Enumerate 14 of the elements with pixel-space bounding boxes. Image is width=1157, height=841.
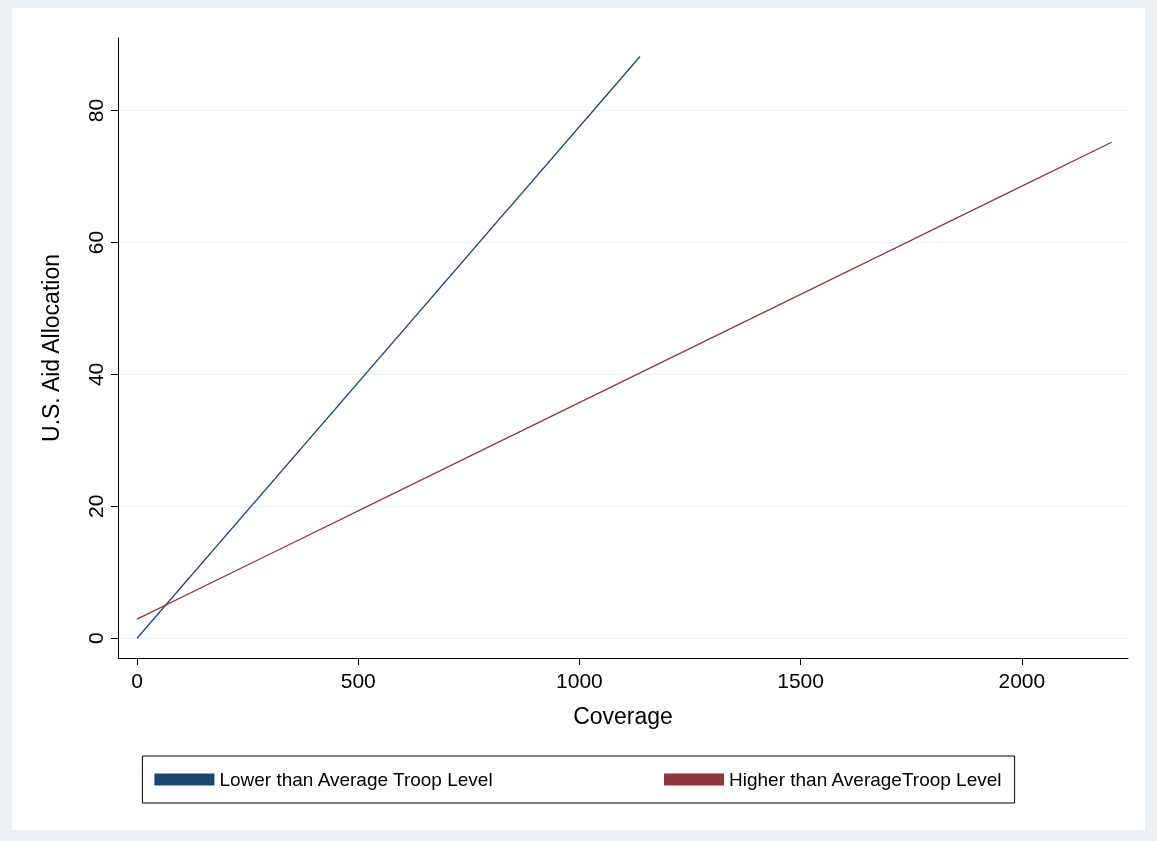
y-tick-label: 0 — [84, 632, 107, 645]
x-tick-label: 0 — [131, 669, 143, 692]
legend-label: Lower than Average Troop Level — [219, 769, 493, 790]
x-tick-label: 2000 — [998, 669, 1046, 692]
x-axis-title: Coverage — [573, 702, 673, 729]
y-axis-title: U.S. Aid Allocation — [37, 254, 64, 442]
x-tick-label: 1500 — [777, 669, 824, 692]
legend-label: Higher than AverageTroop Level — [729, 769, 1002, 790]
y-tick-label: 60 — [84, 230, 107, 255]
x-tick-label: 1000 — [556, 669, 603, 692]
y-tick-label: 40 — [84, 362, 107, 387]
y-tick-label: 20 — [84, 494, 107, 518]
x-tick-label: 500 — [340, 669, 376, 692]
y-tick-label: 80 — [84, 98, 107, 123]
